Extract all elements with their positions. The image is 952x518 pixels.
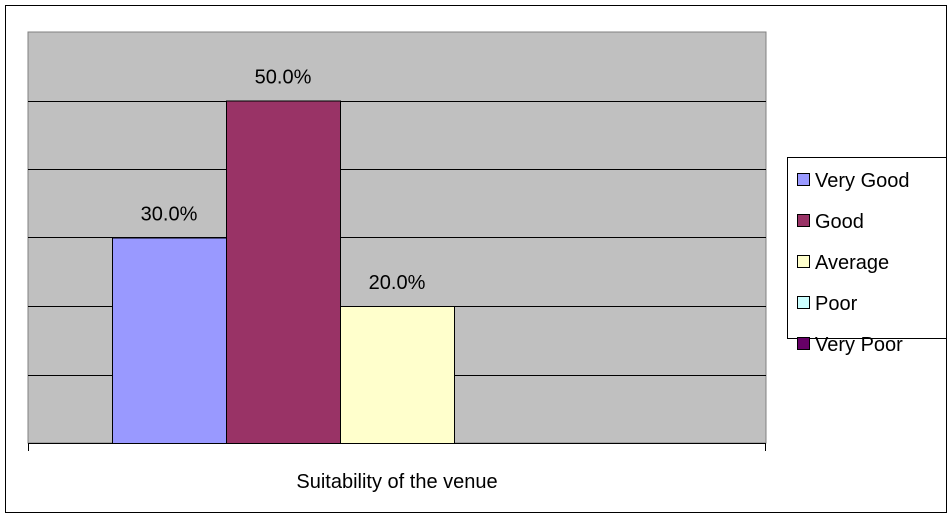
data-label-average: 20.0%: [369, 272, 426, 294]
bar-average: [340, 306, 455, 444]
legend-label-average: Average: [815, 252, 889, 274]
legend-label-very-poor: Very Poor: [815, 334, 903, 356]
data-labels: 30.0% 50.0% 20.0%: [141, 67, 426, 295]
legend-swatch-good: [797, 214, 810, 227]
legend-label-good: Good: [815, 211, 864, 233]
data-label-good: 50.0%: [255, 67, 312, 89]
data-label-very-good: 30.0%: [141, 204, 198, 226]
legend-swatch-very-poor: [797, 337, 810, 350]
legend-swatch-poor: [797, 296, 810, 309]
bars: [112, 100, 455, 444]
legend: Very Good Good Average Poor Very Poor: [797, 170, 910, 356]
legend-swatch-average: [797, 255, 810, 268]
legend-swatch-very-good: [797, 173, 810, 186]
x-axis-label: Suitability of the venue: [296, 471, 497, 493]
legend-label-very-good: Very Good: [815, 170, 910, 192]
bar-very-good: [112, 237, 227, 444]
legend-box: [787, 157, 947, 339]
legend-label-poor: Poor: [815, 293, 858, 315]
bar-good: [226, 100, 341, 444]
